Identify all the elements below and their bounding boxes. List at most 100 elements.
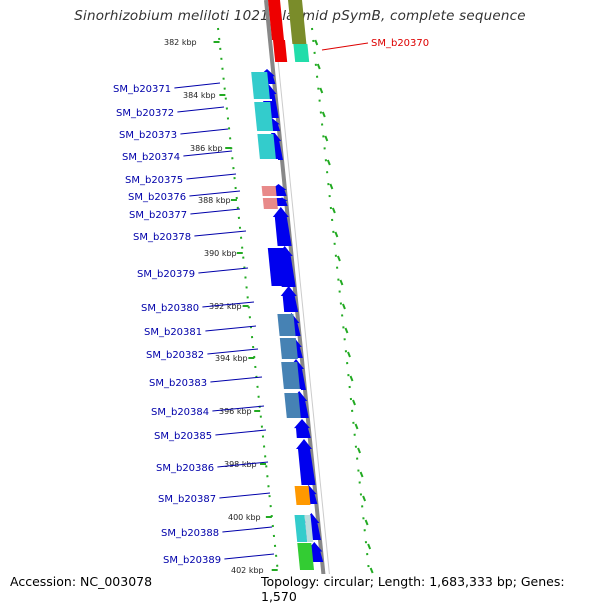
- outer-ring-mark: [329, 183, 334, 190]
- backbone-shadow: [271, 0, 333, 600]
- gene-block: [279, 338, 298, 359]
- gene-block: [251, 72, 270, 100]
- gene-label: SM_b20382: [146, 350, 204, 361]
- gene-block: [254, 102, 274, 132]
- gene-label: SM_b20380: [141, 303, 199, 314]
- gene-label: SM_b20383: [149, 378, 207, 389]
- outer-ring-mark: [362, 495, 367, 502]
- outer-dotted-ring: [311, 27, 373, 600]
- gene-leader-line: [210, 376, 263, 383]
- gene-label: SM_b20384: [151, 407, 209, 418]
- outer-ring-mark: [347, 351, 351, 358]
- topology-summary: Topology: circular; Length: 1,683,333 bp…: [259, 574, 600, 604]
- gene-leader-line: [205, 325, 257, 332]
- cds-arrow: [296, 439, 316, 485]
- gene-leader-line: [177, 106, 225, 113]
- gene-leader-line: [207, 348, 259, 355]
- outer-ring-mark: [342, 303, 346, 310]
- cds-arrow: [272, 207, 292, 246]
- gene-leader-line: [186, 173, 237, 180]
- tick-label: 396 kbp: [219, 407, 252, 416]
- gene-leader-line: [321, 42, 369, 51]
- gene-block: [284, 393, 301, 418]
- outer-ring-mark: [339, 279, 344, 286]
- gene-leader-line: [202, 301, 255, 308]
- gene-block: [281, 362, 300, 390]
- outer-ring-mark: [354, 423, 359, 430]
- tick-label: 394 kbp: [215, 354, 248, 363]
- gene-label: SM_b20386: [156, 463, 214, 474]
- backbone-line: [264, 0, 328, 600]
- gene-label: SM_b20378: [133, 232, 191, 243]
- outer-ring-mark: [336, 255, 341, 262]
- gene-block: [257, 134, 276, 160]
- tick-label: 392 kbp: [209, 302, 242, 311]
- outer-ring-mark: [344, 327, 349, 334]
- outer-ring-mark: [326, 159, 331, 166]
- outer-ring-mark: [352, 399, 356, 406]
- gene-label: SM_b20387: [158, 494, 216, 505]
- gene-block: [297, 543, 314, 570]
- cds-arrow: [280, 286, 299, 312]
- outer-ring-mark: [367, 543, 372, 550]
- tick-label: 384 kbp: [183, 91, 216, 100]
- rna-olive-feature: [288, 0, 307, 44]
- gene-label: SM_b20385: [154, 431, 212, 442]
- gene-block: [262, 198, 278, 209]
- outer-ring-mark: [324, 135, 329, 142]
- outer-ring-mark: [369, 567, 374, 574]
- outer-ring-mark: [321, 111, 326, 118]
- gene-block: [277, 314, 296, 337]
- cds-arrow: [294, 419, 311, 438]
- outer-ring-mark: [331, 207, 336, 214]
- gene-label-right: SM_b20370: [371, 38, 429, 49]
- gene-label: SM_b20376: [128, 192, 186, 203]
- gene-leader-line: [183, 150, 233, 157]
- rna-teal-feature: [293, 44, 310, 62]
- gene-label: SM_b20374: [122, 152, 180, 163]
- gene-label: SM_b20375: [125, 175, 183, 186]
- gene-leader-line: [198, 267, 249, 274]
- gene-leader-line: [212, 405, 265, 412]
- outer-ring-mark: [316, 63, 321, 70]
- gene-block: [304, 515, 314, 542]
- gene-leader-line: [194, 230, 247, 237]
- gene-leader-line: [190, 208, 241, 215]
- gene-block: [294, 486, 311, 505]
- gene-leader-line: [224, 553, 275, 560]
- gene-leader-line: [217, 461, 269, 468]
- outer-ring-mark: [364, 519, 369, 526]
- gene-label: SM_b20389: [163, 555, 221, 566]
- gene-block: [261, 186, 277, 197]
- outer-ring-mark: [314, 39, 319, 46]
- gene-block: [267, 248, 288, 286]
- gene-label: SM_b20388: [161, 528, 219, 539]
- gene-label: SM_b20381: [144, 327, 202, 338]
- accession-text: Accession: NC_003078: [8, 574, 155, 589]
- outer-ring-mark: [359, 471, 364, 478]
- gene-leader-line: [219, 492, 271, 499]
- outer-ring-mark: [334, 231, 339, 238]
- gene-label: SM_b20379: [137, 269, 195, 280]
- tick-label: 402 kbp: [231, 566, 264, 575]
- gene-block: [294, 515, 308, 542]
- gene-label: SM_b20371: [113, 84, 171, 95]
- tick-label: 400 kbp: [228, 513, 261, 522]
- cds-red-feature: [268, 0, 284, 40]
- gene-label: SM_b20373: [119, 130, 177, 141]
- tick-label: 382 kbp: [164, 38, 197, 47]
- gene-leader-line: [180, 128, 229, 135]
- cds-red-feature: [273, 40, 288, 62]
- gene-label: SM_b20372: [116, 108, 174, 119]
- outer-ring-mark: [349, 375, 354, 382]
- gene-label: SM_b20377: [129, 210, 187, 221]
- outer-ring-mark: [319, 87, 324, 94]
- gene-leader-line: [222, 526, 273, 533]
- outer-ring-mark: [357, 447, 361, 454]
- tick-label: 390 kbp: [204, 249, 237, 258]
- gene-leader-line: [174, 82, 221, 89]
- gene-leader-line: [189, 190, 241, 197]
- gene-leader-line: [215, 429, 267, 436]
- tick-label: 386 kbp: [190, 144, 223, 153]
